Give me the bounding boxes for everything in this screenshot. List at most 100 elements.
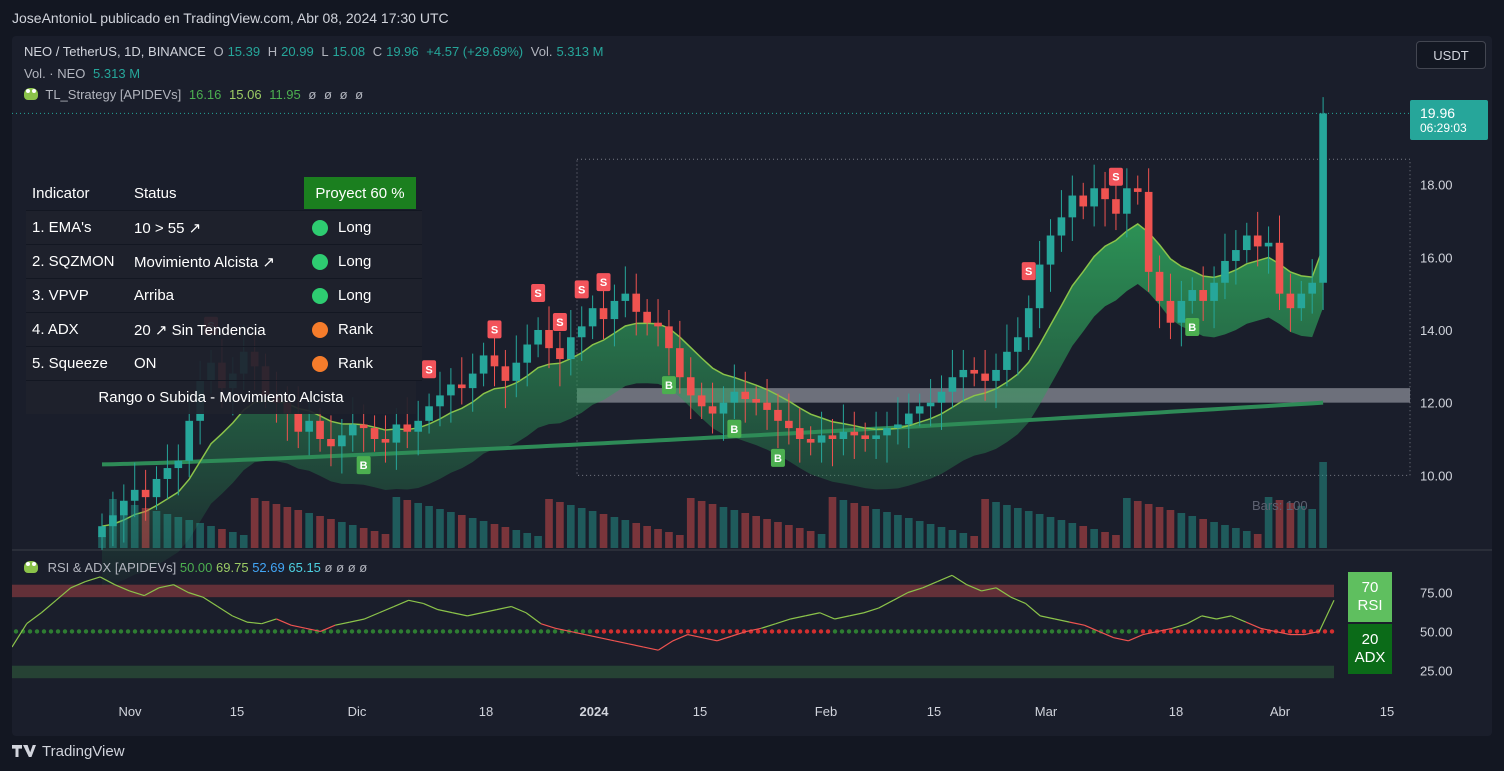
sell-signal-label: S xyxy=(1025,266,1032,278)
adx-dot xyxy=(1210,629,1216,634)
rsi-line-segment xyxy=(232,615,248,623)
chart-frame[interactable]: BBBBBSSSSSSSSS10.0012.0014.0016.0018.002… xyxy=(12,36,1492,736)
volume-bar xyxy=(959,533,968,548)
adx-dot xyxy=(489,629,495,634)
rsi-badge: 70 RSI xyxy=(1348,572,1392,622)
row-signal: Long xyxy=(304,253,416,270)
volume-bar xyxy=(163,514,172,548)
adx-dot xyxy=(188,629,194,634)
candle-body xyxy=(588,308,597,327)
signal-dot-icon xyxy=(312,219,328,236)
footer-brand[interactable]: TradingView xyxy=(12,738,125,764)
adx-dot xyxy=(300,629,306,634)
row-signal: Long xyxy=(304,219,416,236)
adx-dot xyxy=(1294,629,1300,634)
rsi-line-segment xyxy=(922,581,938,589)
adx-dot xyxy=(727,629,733,634)
adx-dot xyxy=(174,629,180,634)
adx-dot xyxy=(832,629,838,634)
candle-body xyxy=(686,377,695,396)
rsi-name[interactable]: RSI & ADX [APIDEVs] xyxy=(47,560,177,575)
adx-dot xyxy=(461,629,467,634)
volume-bar xyxy=(250,498,259,548)
strategy-value-3: 11.95 xyxy=(269,87,301,102)
strategy-name[interactable]: TL_Strategy [APIDEVs] xyxy=(45,87,182,102)
adx-badge-label: ADX xyxy=(1354,649,1386,666)
volume-bar xyxy=(665,532,673,548)
sell-signal-marker xyxy=(487,320,502,339)
price-tick-label: 18.00 xyxy=(1420,178,1453,193)
candle-body xyxy=(730,391,739,403)
header-projection: Proyect 60 % xyxy=(304,177,416,209)
adx-dot xyxy=(398,629,404,634)
rsi-line-segment xyxy=(1201,615,1217,620)
adx-dot xyxy=(1203,629,1209,634)
volume-bar xyxy=(785,525,793,548)
candle-body xyxy=(599,308,608,320)
sell-signal-marker xyxy=(1108,167,1123,186)
rsi-line-segment xyxy=(364,612,380,620)
sell-signal-marker xyxy=(531,283,546,302)
adx-dot xyxy=(1189,629,1195,634)
price-chart[interactable]: BBBBBSSSSSSSSS10.0012.0014.0016.0018.002… xyxy=(12,36,1492,736)
rsi-line-segment xyxy=(1113,637,1129,642)
adx-dot xyxy=(195,629,201,634)
volume-bar xyxy=(1068,523,1077,548)
adx-dot xyxy=(503,629,509,634)
rsi-line-segment xyxy=(188,591,204,598)
adx-dot xyxy=(342,629,348,634)
volume-bar xyxy=(1319,462,1327,548)
candle-body xyxy=(501,366,510,381)
rsi-na-3: ø xyxy=(347,560,356,575)
adx-dot xyxy=(223,629,229,634)
adx-dot xyxy=(1077,629,1083,634)
volume-bar xyxy=(174,517,183,548)
rsi-line-segment xyxy=(555,627,571,633)
adx-dot xyxy=(146,629,152,634)
volume-bar xyxy=(414,503,422,548)
volume-bar xyxy=(1177,513,1186,548)
currency-button[interactable]: USDT xyxy=(1416,41,1486,69)
adx-dot xyxy=(1182,629,1188,634)
sell-signal-marker xyxy=(422,360,437,379)
volume-bar xyxy=(1199,519,1207,548)
adx-dot xyxy=(1063,629,1069,634)
candle-body xyxy=(621,293,630,301)
volume-bar xyxy=(1221,525,1229,548)
candle-body xyxy=(1014,337,1022,352)
high-label: H xyxy=(267,44,278,59)
adx-dot xyxy=(1007,629,1013,634)
row-signal-label: Long xyxy=(338,253,372,270)
rsi-line-segment xyxy=(55,587,72,601)
adx-dot xyxy=(713,629,719,634)
volume-bar xyxy=(1014,508,1022,548)
adx-dot xyxy=(370,629,376,634)
candle-body xyxy=(763,402,771,410)
candle-body xyxy=(654,322,662,327)
rsi-line-segment xyxy=(1157,627,1173,633)
adx-dot xyxy=(902,629,908,634)
rsi-line-segment xyxy=(1098,630,1114,639)
volume-bar xyxy=(643,526,651,548)
adx-dot xyxy=(1224,629,1230,634)
strategy-na-4: ø xyxy=(355,87,364,102)
row-signal-label: Long xyxy=(338,287,372,304)
adx-dot xyxy=(356,629,362,634)
rsi-line-segment xyxy=(966,584,982,592)
rsi-line-segment xyxy=(246,621,262,625)
volume-bar xyxy=(948,530,957,548)
adx-dot xyxy=(90,629,96,634)
adx-dot xyxy=(83,629,89,634)
rsi-line-segment xyxy=(805,612,821,617)
volume-bar xyxy=(1112,535,1120,548)
volume-bar xyxy=(894,515,902,548)
rsi-line-segment xyxy=(261,618,277,625)
candle-body xyxy=(774,409,782,421)
candle-body xyxy=(632,293,641,312)
candle-body xyxy=(828,435,837,439)
sell-signal-label: S xyxy=(534,288,541,300)
rsi-line-segment xyxy=(335,621,350,626)
sell-signal-label: S xyxy=(556,317,563,329)
adx-dot xyxy=(671,629,677,634)
adx-dot xyxy=(643,629,649,634)
